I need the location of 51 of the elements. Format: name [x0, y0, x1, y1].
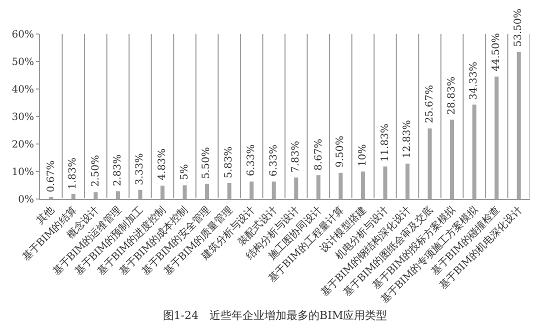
bar: [71, 194, 76, 199]
data-label: 5.83%: [223, 146, 234, 178]
y-tick-label: 20%: [12, 140, 34, 150]
data-label: 10%: [357, 144, 368, 166]
data-label: 34.33%: [468, 62, 480, 100]
data-label: 6.33%: [268, 144, 280, 176]
data-label: 2.50%: [90, 155, 102, 187]
data-label: 6.33%: [246, 144, 257, 176]
data-label: 8.67%: [313, 138, 324, 171]
y-tick-label: 30%: [12, 112, 34, 123]
data-label: 28.83%: [446, 76, 458, 115]
data-label: 25.67%: [424, 85, 436, 124]
data-label: 5.50%: [201, 147, 212, 179]
data-label: 3.33%: [134, 153, 146, 186]
bar: [383, 166, 388, 199]
data-label: 9.50%: [334, 136, 346, 168]
bar: [182, 185, 187, 199]
bar: [360, 172, 365, 199]
bar: [406, 164, 410, 199]
data-label: 2.83%: [112, 154, 124, 186]
bar: [294, 177, 298, 199]
bar: [160, 186, 164, 199]
y-tick-label: 60%: [12, 30, 34, 40]
y-tick-label: 50%: [12, 57, 34, 68]
data-label: 12.83%: [402, 120, 413, 158]
bar: [428, 128, 432, 199]
bar: [472, 104, 476, 199]
bar: [138, 190, 142, 199]
data-label: 5%: [180, 164, 191, 180]
data-label: 4.83%: [156, 148, 168, 180]
bar: [450, 120, 454, 199]
bar: [94, 192, 98, 199]
y-tick-label: 40%: [12, 84, 34, 96]
bar: [338, 172, 343, 199]
bar: [250, 182, 254, 199]
bar: [227, 182, 232, 199]
bar: [205, 184, 210, 199]
bar: [116, 191, 120, 199]
data-label: 44.50%: [490, 33, 502, 72]
bar: [316, 175, 320, 199]
data-label: 11.83%: [380, 124, 391, 162]
data-label: 1.83%: [67, 158, 78, 190]
y-tick-label: 10%: [12, 167, 34, 178]
data-label: 7.83%: [290, 140, 302, 173]
bar: [516, 52, 521, 199]
y-tick-label: 0%: [18, 194, 34, 206]
data-label: 53.50%: [512, 8, 524, 47]
data-label: 0.67%: [46, 160, 57, 192]
text: 图1-24 近些年企业增加最多的BIM应用类型: [162, 309, 388, 322]
bar: [272, 182, 276, 199]
bar: [494, 76, 499, 199]
